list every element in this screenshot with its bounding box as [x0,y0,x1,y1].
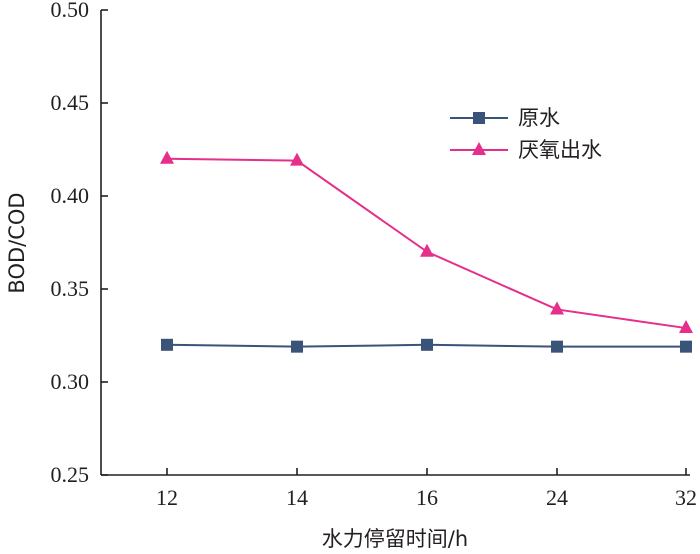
data-point-square [421,338,433,351]
data-point-square [161,338,173,351]
x-tick-label: 32 [675,485,697,510]
x-tick-label: 16 [416,485,438,510]
legend-marker-triangle [472,142,486,155]
data-point-triangle [679,320,693,334]
x-tick-label: 14 [286,485,308,510]
data-point-square [551,340,563,353]
series-line [166,157,687,330]
y-tick-label: 0.25 [51,462,90,487]
y-tick-label: 0.50 [51,0,90,22]
x-ticks: 12 14 16 24 32 [156,468,697,510]
x-tick-label: 12 [156,485,178,510]
y-tick-label: 0.35 [51,276,90,301]
legend-marker-square [473,112,485,124]
legend-label: 原水 [518,106,560,130]
y-ticks: 0.25 0.30 0.35 0.40 0.45 0.50 [51,0,108,487]
x-axis-title: 水力停留时间/h [322,527,468,551]
data-point-triangle [550,301,564,315]
x-tick-label: 24 [546,485,568,510]
y-axis-title: BOD/COD [5,192,29,293]
data-point-square [291,340,303,353]
data-point-triangle [290,152,304,166]
axes [100,10,690,476]
y-tick-label: 0.40 [51,183,90,208]
data-point-triangle [420,243,434,257]
data-point-square [680,340,692,353]
legend-label: 厌氧出水 [518,138,602,162]
series-layer [160,150,693,353]
data-point-triangle [160,150,174,164]
y-tick-label: 0.30 [51,369,90,394]
y-tick-label: 0.45 [51,90,90,115]
